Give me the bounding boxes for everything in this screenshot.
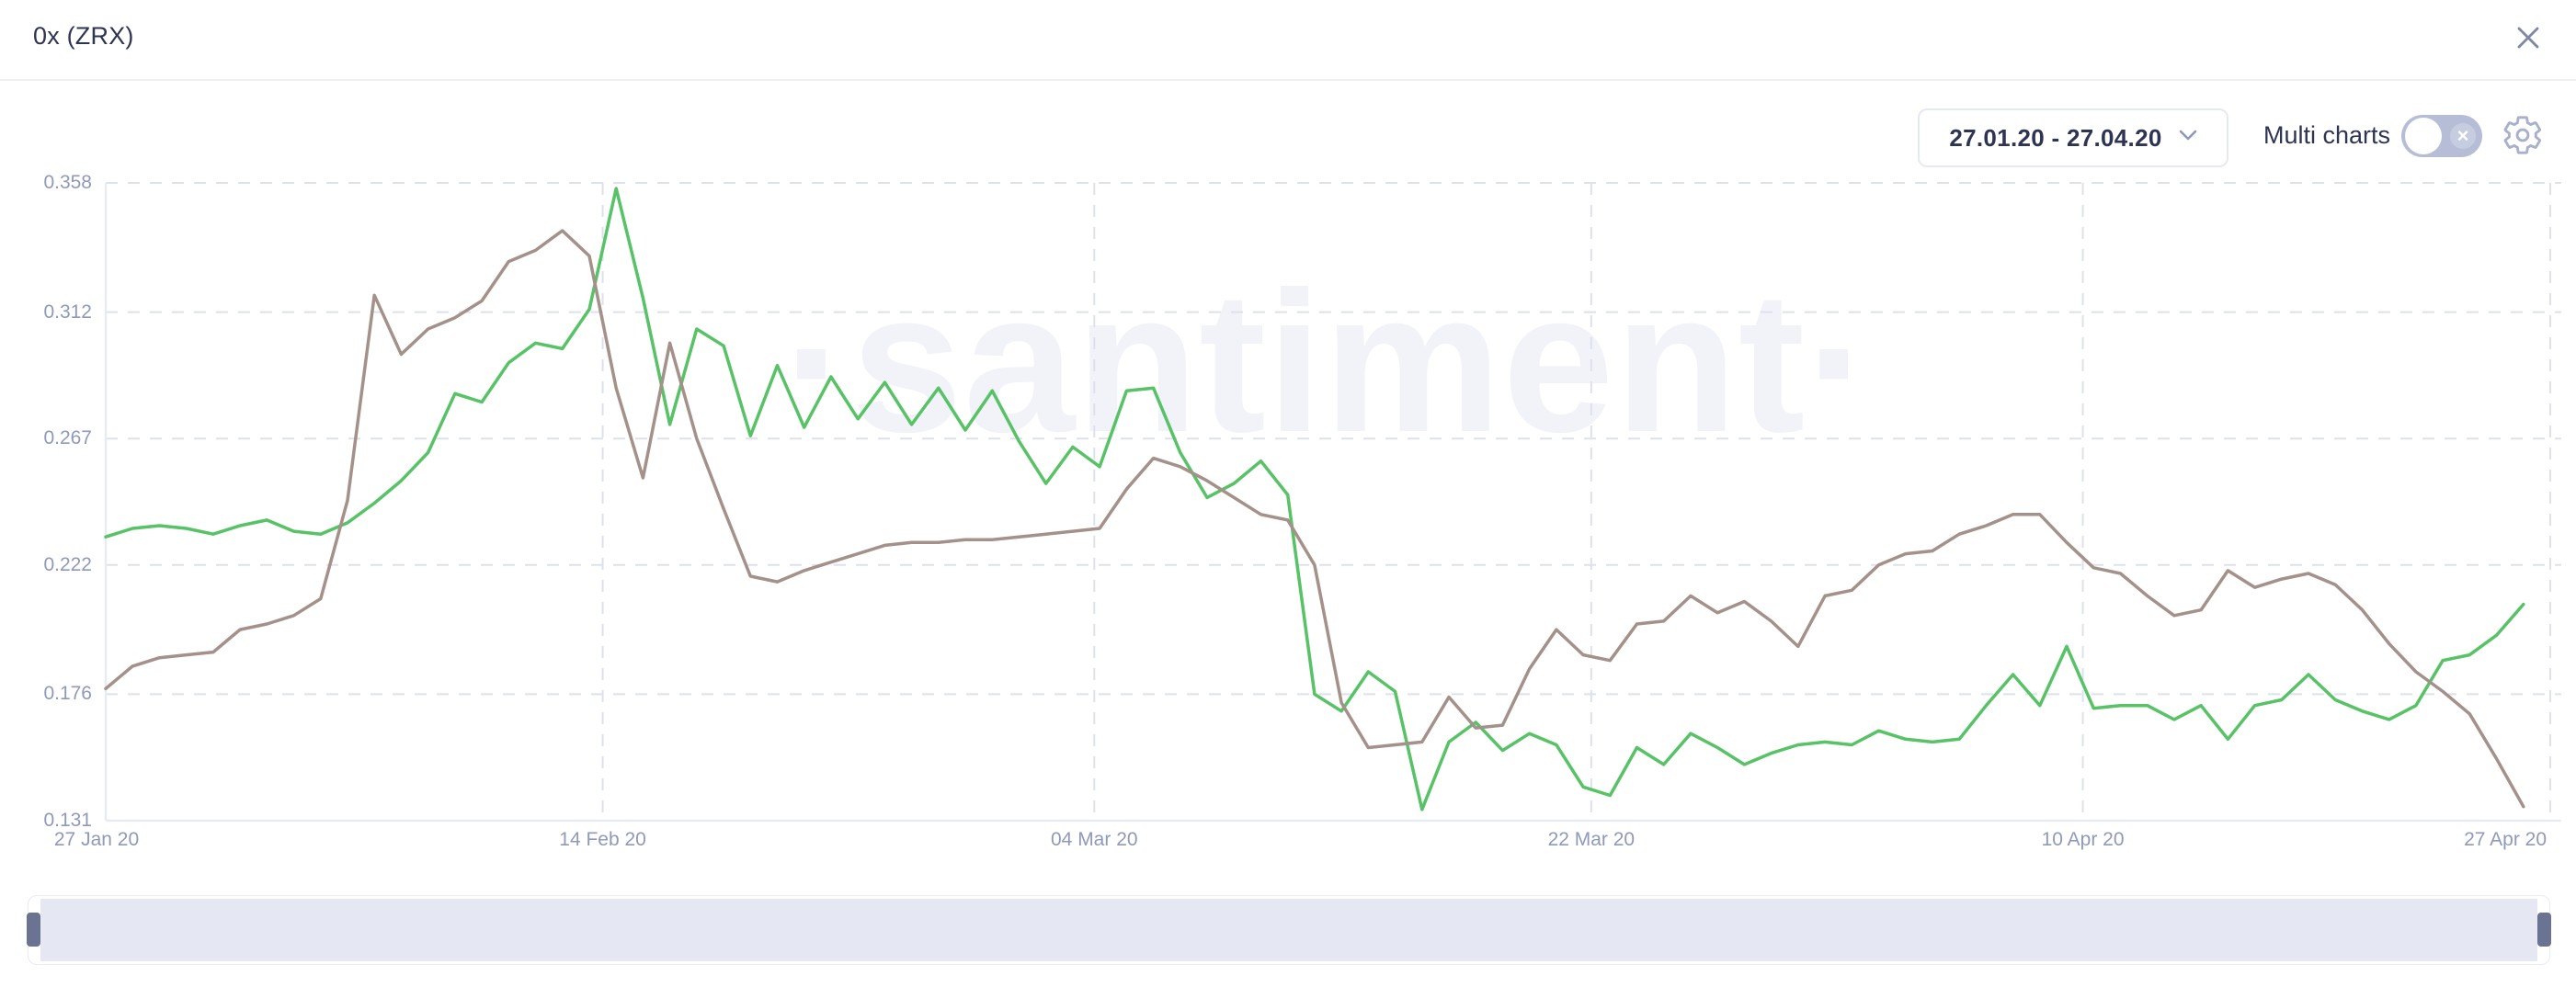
date-range-selector[interactable]: 27.01.20 - 27.04.20	[1918, 108, 2228, 167]
series-brown_line	[104, 229, 2525, 809]
x-axis-label: 27 Jan 20	[53, 829, 140, 850]
x-axis-label: 04 Mar 20	[1051, 829, 1138, 850]
minimap-right-handle[interactable]	[2537, 913, 2551, 947]
x-axis-label: 14 Feb 20	[559, 829, 646, 850]
settings-button[interactable]	[2501, 114, 2545, 158]
date-range-value: 27.01.20 - 27.04.20	[1949, 123, 2162, 152]
multi-charts-toggle[interactable]: ×	[2401, 115, 2482, 157]
toggle-knob	[2405, 118, 2442, 154]
x-axis-label: 22 Mar 20	[1547, 829, 1636, 850]
chevron-down-icon	[2179, 130, 2197, 146]
timeline-minimap[interactable]	[27, 895, 2551, 965]
close-button[interactable]	[2512, 22, 2545, 55]
y-axis-label: 0.222	[43, 553, 92, 575]
close-icon	[2513, 23, 2543, 55]
y-axis-label: 0.131	[43, 810, 92, 831]
page-title: 0x (ZRX)	[33, 22, 134, 50]
toggle-off-icon: ×	[2450, 123, 2476, 149]
x-axis-label: 10 Apr 20	[2041, 829, 2125, 850]
santiment-watermark: ·santiment·	[783, 251, 1874, 474]
window-header: 0x (ZRX)	[0, 0, 2576, 81]
y-axis-label: 0.176	[43, 683, 92, 705]
y-axis-label: 0.358	[43, 172, 92, 193]
minimap-selected-range	[40, 899, 2537, 961]
gear-icon	[2502, 116, 2544, 159]
multi-charts-label: Multi charts	[2263, 121, 2391, 149]
minimap-left-handle[interactable]	[27, 913, 40, 947]
x-axis-label: 27 Apr 20	[2464, 829, 2547, 850]
y-axis-label: 0.312	[43, 301, 92, 323]
y-axis-label: 0.267	[43, 427, 92, 449]
series-green_line	[104, 187, 2525, 811]
